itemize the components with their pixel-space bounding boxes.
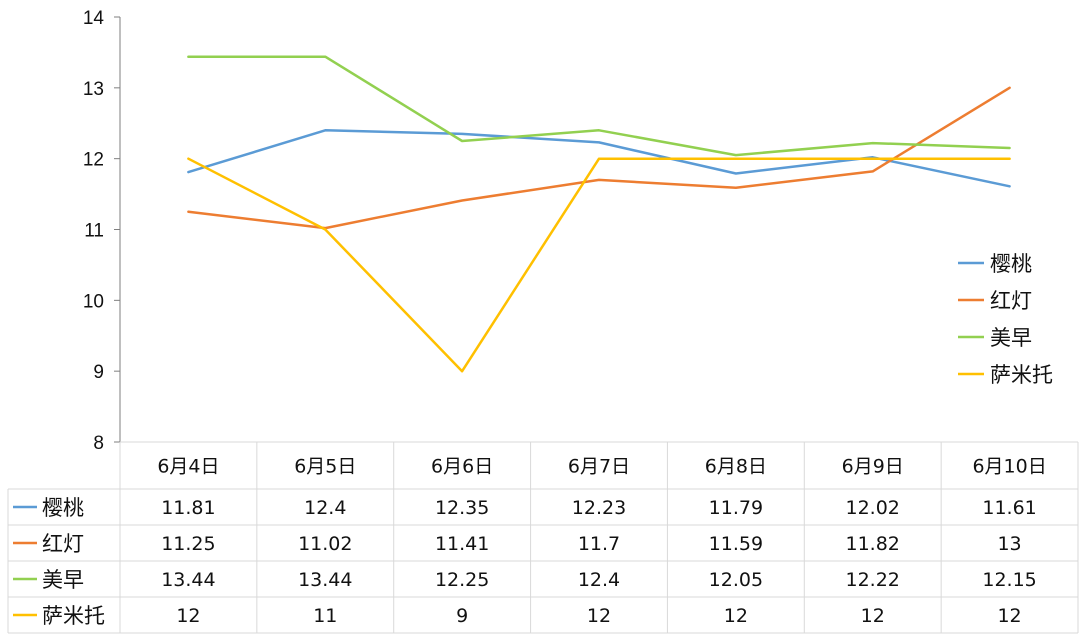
table-cell-value: 13.44 [161,569,215,591]
series-line-1 [187,129,1011,188]
table-cell-value: 12 [587,605,611,627]
table-row-label: 美早 [42,568,84,592]
legend-label: 萨米托 [990,363,1053,387]
y-tick-label: 10 [83,291,104,312]
table-row-label: 萨米托 [42,604,105,628]
table-cell-value: 11.59 [709,533,763,555]
table-cell-value: 12.15 [982,569,1036,591]
table-cell-value: 12.4 [304,497,346,519]
table-cell-value: 11.81 [161,497,215,519]
series-line-3 [187,55,1011,157]
x-tick-label: 6月6日 [431,456,493,478]
legend-label: 樱桃 [990,252,1032,276]
table-cell-value: 12.23 [572,497,626,519]
table-cell-value: 11 [313,605,337,627]
legend-label: 美早 [990,326,1032,350]
series-line-4 [187,157,1011,373]
table-cell-value: 11.41 [435,533,489,555]
y-tick-label: 9 [93,362,104,383]
table-cell-value: 12 [997,605,1021,627]
table-cell-value: 12.35 [435,497,489,519]
table-row-label: 樱桃 [42,496,84,520]
x-tick-label: 6月9日 [842,456,904,478]
table-cell-value: 11.61 [982,497,1036,519]
y-tick-label: 13 [83,79,104,100]
table-cell-value: 12 [724,605,748,627]
y-tick-label: 12 [83,150,104,171]
x-tick-label: 6月8日 [705,456,767,478]
x-tick-label: 6月4日 [157,456,219,478]
x-tick-label: 6月5日 [294,456,356,478]
table-cell-value: 12.02 [846,497,900,519]
table-cell-value: 11.02 [298,533,352,555]
table-cell-value: 12.22 [846,569,900,591]
table-cell-value: 11.82 [846,533,900,555]
x-tick-label: 6月7日 [568,456,630,478]
table-cell-value: 13.44 [298,569,352,591]
y-tick-label: 8 [93,433,104,454]
legend-label: 红灯 [990,289,1032,313]
table-cell-value: 12 [176,605,200,627]
table-cell-value: 11.79 [709,497,763,519]
table-row-label: 红灯 [42,532,84,556]
table-cell-value: 11.7 [578,533,620,555]
y-tick-label: 11 [84,221,104,242]
table-cell-value: 12 [861,605,885,627]
table-cell-value: 12.25 [435,569,489,591]
table-cell-value: 13 [997,533,1021,555]
table-cell-value: 12.05 [709,569,763,591]
table-cell-value: 12.4 [578,569,620,591]
table-cell-value: 9 [456,605,468,627]
x-tick-label: 6月10日 [972,456,1046,478]
y-tick-label: 14 [83,8,105,29]
table-cell-value: 11.25 [161,533,215,555]
